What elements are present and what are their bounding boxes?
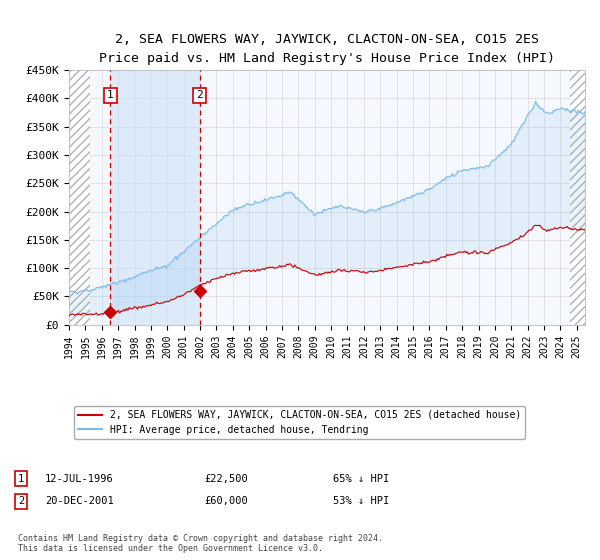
Text: £22,500: £22,500 xyxy=(204,474,248,484)
Text: 2: 2 xyxy=(196,91,203,100)
Text: 2: 2 xyxy=(18,496,24,506)
Legend: 2, SEA FLOWERS WAY, JAYWICK, CLACTON-ON-SEA, CO15 2ES (detached house), HPI: Ave: 2, SEA FLOWERS WAY, JAYWICK, CLACTON-ON-… xyxy=(74,406,525,438)
Text: 53% ↓ HPI: 53% ↓ HPI xyxy=(333,496,389,506)
Text: 12-JUL-1996: 12-JUL-1996 xyxy=(45,474,114,484)
Bar xyxy=(570,70,585,325)
Title: 2, SEA FLOWERS WAY, JAYWICK, CLACTON-ON-SEA, CO15 2ES
Price paid vs. HM Land Reg: 2, SEA FLOWERS WAY, JAYWICK, CLACTON-ON-… xyxy=(99,32,555,64)
Text: £60,000: £60,000 xyxy=(204,496,248,506)
Text: Contains HM Land Registry data © Crown copyright and database right 2024.
This d: Contains HM Land Registry data © Crown c… xyxy=(18,534,383,553)
Text: 1: 1 xyxy=(18,474,24,484)
Text: 1: 1 xyxy=(107,91,114,100)
Bar xyxy=(69,70,90,325)
Text: 20-DEC-2001: 20-DEC-2001 xyxy=(45,496,114,506)
Bar xyxy=(110,70,200,325)
Text: 65% ↓ HPI: 65% ↓ HPI xyxy=(333,474,389,484)
